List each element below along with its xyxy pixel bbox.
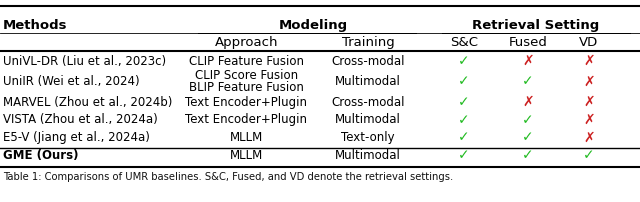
Text: Methods: Methods xyxy=(3,19,68,32)
Text: Multimodal: Multimodal xyxy=(335,149,401,162)
Text: Cross-modal: Cross-modal xyxy=(332,55,404,67)
Text: Table 1: Comparisons of UMR baselines. S&C, Fused, and VD denote the retrieval s: Table 1: Comparisons of UMR baselines. S… xyxy=(3,172,454,182)
Text: BLIP Feature Fusion: BLIP Feature Fusion xyxy=(189,81,304,94)
Text: ✗: ✗ xyxy=(583,130,595,145)
Text: Text Encoder+Plugin: Text Encoder+Plugin xyxy=(186,113,307,126)
Text: Training: Training xyxy=(342,36,394,49)
Text: ✗: ✗ xyxy=(583,113,595,127)
Text: Text Encoder+Plugin: Text Encoder+Plugin xyxy=(186,96,307,108)
Text: ✓: ✓ xyxy=(458,148,470,162)
Text: GME (Ours): GME (Ours) xyxy=(3,149,79,162)
Text: Approach: Approach xyxy=(214,36,278,49)
Text: E5-V (Jiang et al., 2024a): E5-V (Jiang et al., 2024a) xyxy=(3,131,150,144)
Text: UniVL-DR (Liu et al., 2023c): UniVL-DR (Liu et al., 2023c) xyxy=(3,55,166,67)
Text: Multimodal: Multimodal xyxy=(335,113,401,126)
Text: Text-only: Text-only xyxy=(341,131,395,144)
Text: ✗: ✗ xyxy=(522,95,534,109)
Text: ✓: ✓ xyxy=(458,95,470,109)
Text: CLIP Feature Fusion: CLIP Feature Fusion xyxy=(189,55,304,67)
Text: VISTA (Zhou et al., 2024a): VISTA (Zhou et al., 2024a) xyxy=(3,113,158,126)
Text: UniIR (Wei et al., 2024): UniIR (Wei et al., 2024) xyxy=(3,75,140,88)
Text: ✓: ✓ xyxy=(458,130,470,145)
Text: Modeling: Modeling xyxy=(279,19,348,32)
Text: ✓: ✓ xyxy=(522,75,534,88)
Text: ✓: ✓ xyxy=(458,113,470,127)
Text: Multimodal: Multimodal xyxy=(335,75,401,88)
Text: Fused: Fused xyxy=(509,36,547,49)
Text: MLLM: MLLM xyxy=(230,149,263,162)
Text: MARVEL (Zhou et al., 2024b): MARVEL (Zhou et al., 2024b) xyxy=(3,96,173,108)
Text: ✓: ✓ xyxy=(458,75,470,88)
Text: Retrieval Setting: Retrieval Setting xyxy=(472,19,600,32)
Text: ✗: ✗ xyxy=(583,95,595,109)
Text: Cross-modal: Cross-modal xyxy=(332,96,404,108)
Text: ✗: ✗ xyxy=(583,75,595,88)
Text: ✓: ✓ xyxy=(522,130,534,145)
Text: ✓: ✓ xyxy=(522,113,534,127)
Text: S&C: S&C xyxy=(450,36,478,49)
Text: ✓: ✓ xyxy=(522,148,534,162)
Text: ✗: ✗ xyxy=(583,54,595,68)
Text: ✓: ✓ xyxy=(458,54,470,68)
Text: ✓: ✓ xyxy=(583,148,595,162)
Text: VD: VD xyxy=(579,36,598,49)
Text: MLLM: MLLM xyxy=(230,131,263,144)
Text: CLIP Score Fusion: CLIP Score Fusion xyxy=(195,69,298,82)
Text: ✗: ✗ xyxy=(522,54,534,68)
